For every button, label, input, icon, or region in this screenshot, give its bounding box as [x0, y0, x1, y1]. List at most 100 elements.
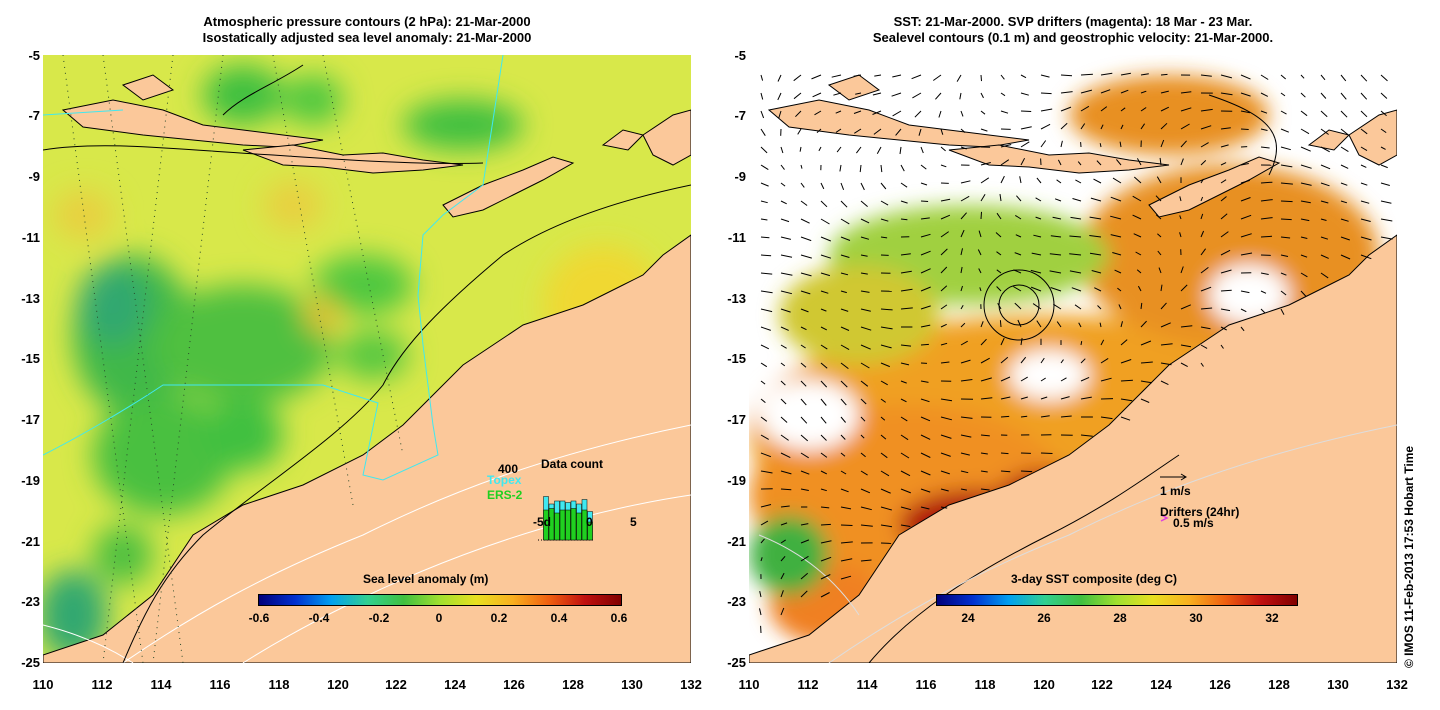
velocity-arrow: [1320, 128, 1329, 135]
velocity-arrow: [999, 194, 1002, 202]
velocity-arrow: [760, 74, 764, 81]
velocity-arrow: [840, 326, 850, 331]
velocity-arrow: [980, 211, 982, 220]
velocity-arrow: [780, 488, 792, 491]
velocity-arrow: [760, 344, 770, 350]
velocity-arrow: [839, 164, 842, 172]
velocity-arrow: [1300, 110, 1308, 117]
velocity-arrow: [940, 506, 948, 509]
velocity-arrow: [1280, 272, 1287, 276]
velocity-arrow: [1040, 452, 1053, 454]
velocity-arrow: [960, 195, 970, 202]
velocity-arrow: [1054, 198, 1062, 202]
velocity-arrow: [860, 380, 869, 387]
left-ytick: -15: [21, 351, 40, 366]
velocity-arrow: [800, 470, 810, 475]
left-xtick: 130: [621, 677, 643, 692]
velocity-arrow: [920, 268, 931, 274]
left-title-line2: Isostatically adjusted sea level anomaly…: [202, 30, 532, 45]
velocity-arrow: [1200, 307, 1213, 310]
velocity-arrow: [833, 92, 842, 96]
velocity-arrow: [780, 470, 792, 475]
velocity-arrow: [854, 128, 862, 134]
velocity-arrow: [1137, 285, 1142, 292]
velocity-arrow: [920, 506, 930, 510]
velocity-arrow: [777, 74, 782, 82]
velocity-arrow: [780, 200, 787, 205]
velocity-arrow: [1155, 195, 1162, 202]
velocity-arrow: [840, 416, 846, 423]
velocity-arrow: [1200, 230, 1205, 238]
velocity-arrow: [1380, 128, 1387, 134]
velocity-arrow: [1159, 157, 1162, 166]
velocity-arrow: [1300, 272, 1308, 278]
velocity-arrow: [1220, 74, 1233, 79]
left-cbar-tick-5: 0.4: [550, 611, 568, 625]
velocity-arrow: [1020, 470, 1033, 473]
velocity-arrow: [820, 200, 828, 208]
velocity-arrow: [960, 180, 971, 184]
velocity-arrow: [840, 254, 850, 258]
velocity-arrow: [1220, 179, 1227, 184]
velocity-arrow: [920, 164, 927, 170]
velocity-arrow: [1100, 124, 1104, 130]
velocity-arrow: [760, 128, 766, 136]
velocity-arrow: [999, 320, 1002, 328]
velocity-arrow: [800, 452, 809, 459]
velocity-arrow: [760, 182, 769, 187]
velocity-arrow: [1000, 376, 1011, 382]
velocity-arrow: [840, 290, 847, 294]
left-ytick: -5: [28, 48, 40, 63]
right-cbar-tick-3: 30: [1189, 611, 1203, 625]
velocity-arrow: [940, 434, 952, 439]
velocity-arrow: [1240, 326, 1245, 332]
velocity-arrow: [800, 200, 808, 206]
velocity-arrow: [940, 304, 948, 310]
velocity-arrow: [1080, 341, 1083, 346]
velocity-arrow: [900, 344, 912, 347]
velocity-arrow: [1300, 128, 1310, 135]
velocity-arrow: [960, 488, 967, 491]
velocity-arrow: [1380, 218, 1393, 222]
velocity-arrow: [1300, 92, 1306, 98]
velocity-arrow: [1120, 398, 1133, 402]
velocity-arrow: [860, 416, 866, 422]
velocity-arrow: [900, 488, 911, 494]
velocity-arrow: [1140, 398, 1150, 403]
velocity-arrow: [935, 92, 942, 100]
velocity-arrow: [880, 434, 887, 440]
velocity-arrow: [1120, 89, 1129, 94]
left-xtick: 132: [680, 677, 702, 692]
velocity-arrow: [1140, 380, 1152, 384]
velocity-arrow: [920, 380, 929, 383]
data-count-max-label: 400: [498, 462, 519, 476]
velocity-arrow: [1340, 92, 1347, 100]
velocity-arrow: [980, 397, 993, 400]
velocity-arrow: [1240, 197, 1251, 202]
velocity-arrow: [1280, 92, 1286, 97]
velocity-arrow: [860, 362, 870, 369]
left-title-line1: Atmospheric pressure contours (2 hPa): 2…: [203, 14, 531, 29]
velocity-arrow: [1080, 89, 1093, 94]
bathymetry-contours: [43, 424, 691, 663]
velocity-arrow: [1035, 216, 1042, 220]
velocity-arrow: [1200, 267, 1209, 274]
velocity-arrow: [760, 538, 765, 544]
velocity-arrow: [920, 324, 931, 328]
velocity-arrow: [1240, 252, 1253, 256]
velocity-arrow: [920, 434, 931, 440]
velocity-arrow: [1031, 252, 1042, 256]
velocity-arrow: [1000, 144, 1012, 148]
velocity-arrow: [1035, 197, 1042, 202]
velocity-arrow: [860, 200, 868, 207]
velocity-arrow: [960, 416, 973, 419]
velocity-arrow: [880, 344, 892, 349]
velocity-arrow: [1340, 110, 1348, 118]
left-ytick: -11: [21, 230, 40, 245]
velocity-arrow: [1030, 286, 1042, 292]
velocity-arrow: [911, 74, 922, 80]
velocity-arrow: [1158, 267, 1162, 274]
velocity-arrow: [920, 452, 931, 458]
velocity-arrow: [820, 218, 830, 225]
velocity-arrow: [1078, 322, 1082, 328]
